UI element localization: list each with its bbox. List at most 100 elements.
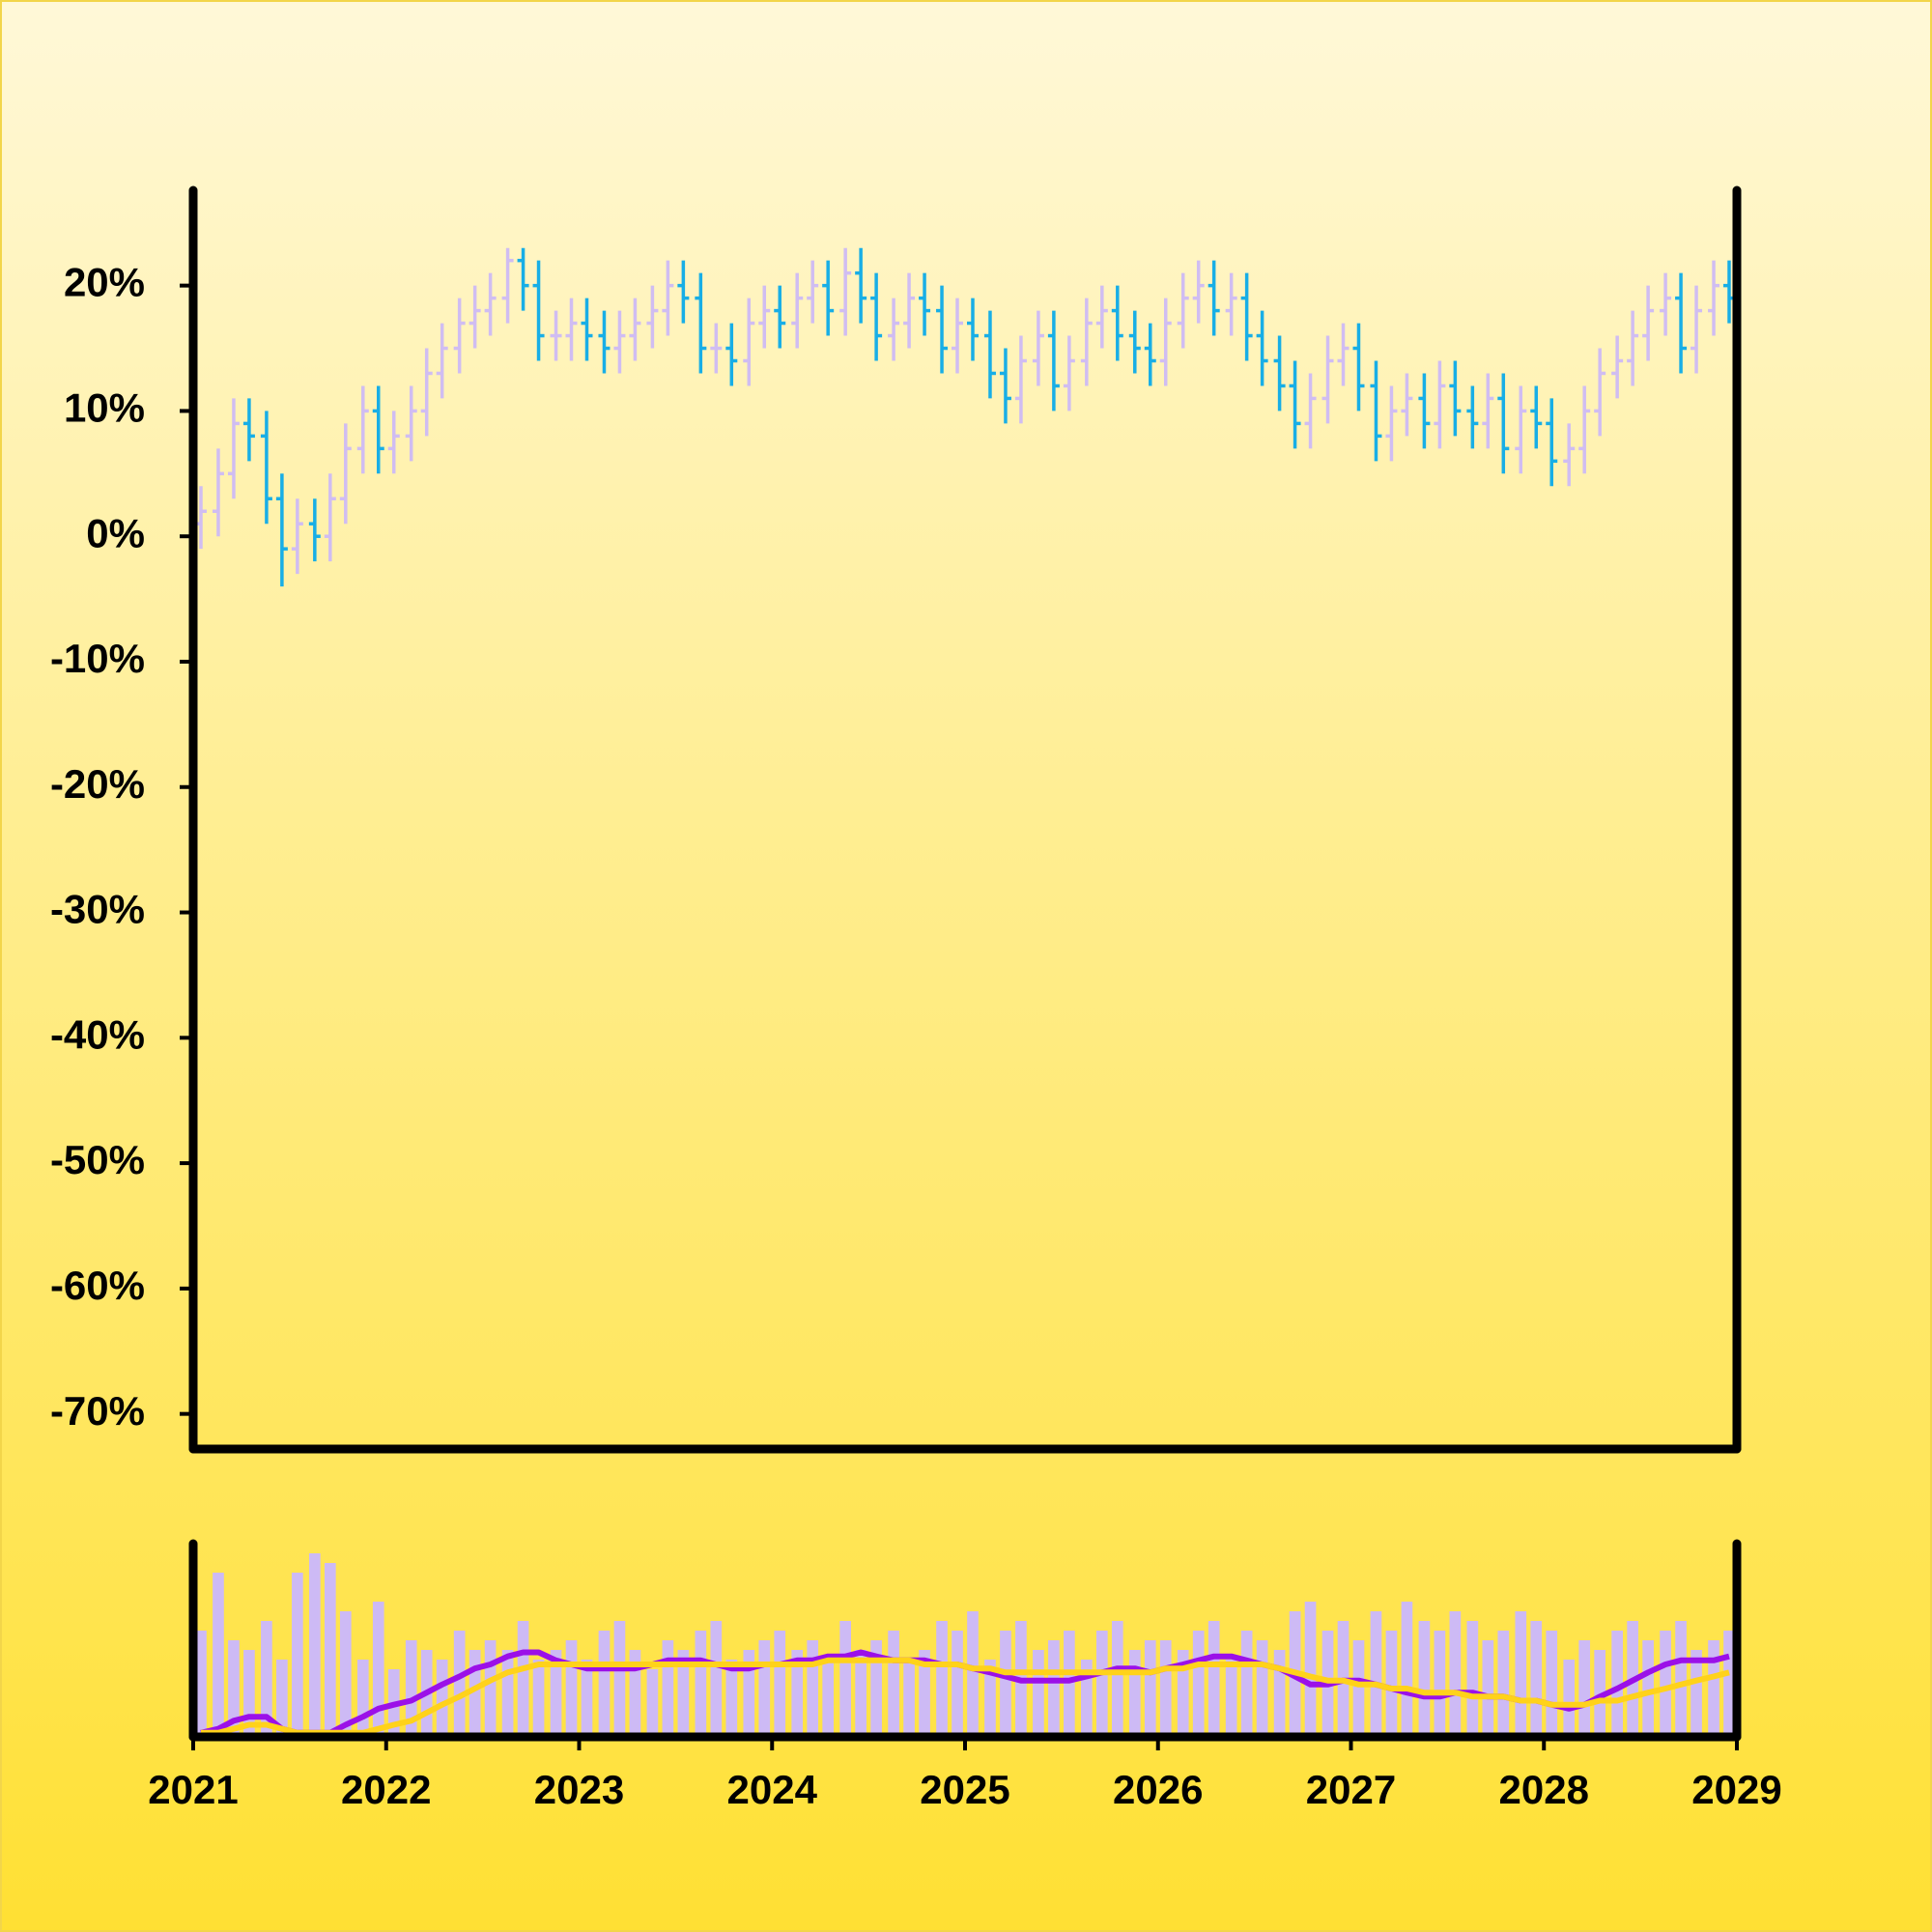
volume-bar: [324, 1563, 336, 1737]
volume-bar: [436, 1660, 448, 1737]
volume-bar: [598, 1631, 611, 1737]
volume-bar: [356, 1660, 369, 1737]
volume-bar: [1708, 1640, 1719, 1737]
volume-bar: [372, 1602, 384, 1737]
volume-bar: [1177, 1650, 1189, 1737]
volume-bar: [1144, 1640, 1156, 1737]
volume-bar: [484, 1640, 497, 1737]
volume-bar: [228, 1640, 240, 1737]
volume-bar: [646, 1669, 659, 1737]
volume-bar: [936, 1621, 948, 1737]
volume-bar: [339, 1611, 352, 1737]
volume-bar: [1611, 1631, 1623, 1737]
volume-bar: [1660, 1631, 1671, 1737]
volume-bar: [1401, 1602, 1413, 1737]
volume-bar: [1482, 1640, 1494, 1737]
volume-bar: [1723, 1631, 1735, 1737]
volume-bar: [855, 1650, 867, 1737]
volume-bar: [501, 1650, 514, 1737]
volume-bar: [758, 1640, 771, 1737]
x-tick-label: 2021: [148, 1767, 238, 1812]
x-tick-label: 2029: [1691, 1767, 1781, 1812]
volume-bar: [1192, 1631, 1205, 1737]
volume-bar: [1033, 1650, 1044, 1737]
volume-bar: [710, 1621, 723, 1737]
volume-bar: [1449, 1611, 1462, 1737]
y-tick-label: 0%: [86, 510, 145, 555]
volume-bar: [1128, 1650, 1141, 1737]
volume-bar: [1370, 1611, 1382, 1737]
volume-bar: [1466, 1621, 1479, 1737]
y-tick-label: -20%: [50, 761, 145, 807]
volume-bar: [1273, 1650, 1286, 1737]
x-tick-label: 2028: [1499, 1767, 1589, 1812]
volume-bar: [1675, 1621, 1687, 1737]
volume-bar: [743, 1650, 755, 1737]
volume-bar: [629, 1650, 641, 1737]
volume-bar: [1000, 1631, 1011, 1737]
volume-bar: [1081, 1660, 1093, 1737]
x-tick-label: 2026: [1113, 1767, 1203, 1812]
volume-bar: [517, 1621, 529, 1737]
volume-bar: [839, 1621, 851, 1737]
volume-bar: [1690, 1650, 1702, 1737]
volume-bar: [1418, 1621, 1431, 1737]
volume-bar: [870, 1640, 882, 1737]
volume-bar: [822, 1660, 835, 1737]
volume-bar: [213, 1573, 224, 1737]
volume-bar: [1497, 1631, 1510, 1737]
y-tick-label: -10%: [50, 636, 145, 681]
volume-bar: [292, 1573, 303, 1737]
volume-bar: [1304, 1602, 1317, 1737]
volume-bar: [1208, 1621, 1220, 1737]
volume-bar: [405, 1640, 417, 1737]
volume-bar: [469, 1650, 481, 1737]
volume-bar: [695, 1631, 707, 1737]
volume-bar: [1256, 1640, 1268, 1737]
volume-bar: [1095, 1631, 1108, 1737]
volume-bar: [1515, 1611, 1527, 1737]
y-tick-label: 20%: [64, 260, 145, 305]
volume-bar: [984, 1660, 996, 1737]
volume-bar: [677, 1650, 690, 1737]
volume-bar: [1530, 1621, 1543, 1737]
volume-bar: [453, 1631, 466, 1737]
volume-bar: [1578, 1640, 1591, 1737]
volume-bar: [807, 1640, 819, 1737]
volume-bar: [581, 1660, 593, 1737]
volume-bar: [1240, 1631, 1253, 1737]
volume-bar: [1048, 1640, 1060, 1737]
volume-bar: [791, 1650, 804, 1737]
volume-bar: [1546, 1631, 1558, 1737]
volume-bar: [903, 1660, 915, 1737]
volume-bar: [967, 1611, 979, 1737]
y-tick-label: -60%: [50, 1263, 145, 1308]
volume-bar: [662, 1640, 674, 1737]
volume-bar: [243, 1650, 255, 1737]
volume-bar: [888, 1631, 899, 1737]
volume-bar: [195, 1631, 207, 1737]
volume-bar: [261, 1621, 272, 1737]
volume-bar: [565, 1640, 578, 1737]
x-tick-label: 2022: [341, 1767, 431, 1812]
volume-bar: [309, 1553, 321, 1737]
y-tick-label: 10%: [64, 385, 145, 431]
x-tick-label: 2023: [534, 1767, 624, 1812]
volume-bar: [1563, 1660, 1576, 1737]
x-tick-label: 2025: [920, 1767, 1009, 1812]
x-tick-label: 2024: [727, 1767, 818, 1812]
volume-bar: [276, 1660, 288, 1737]
y-tick-label: -70%: [50, 1388, 145, 1434]
volume-bar: [1111, 1621, 1123, 1737]
volume-bar: [1225, 1660, 1237, 1737]
volume-bar: [1385, 1631, 1398, 1737]
volume-bar: [1352, 1640, 1365, 1737]
volume-bar: [1434, 1631, 1446, 1737]
volume-bar: [613, 1621, 626, 1737]
volume-bar: [1064, 1631, 1075, 1737]
y-tick-label: -50%: [50, 1137, 145, 1182]
volume-bar: [774, 1631, 786, 1737]
